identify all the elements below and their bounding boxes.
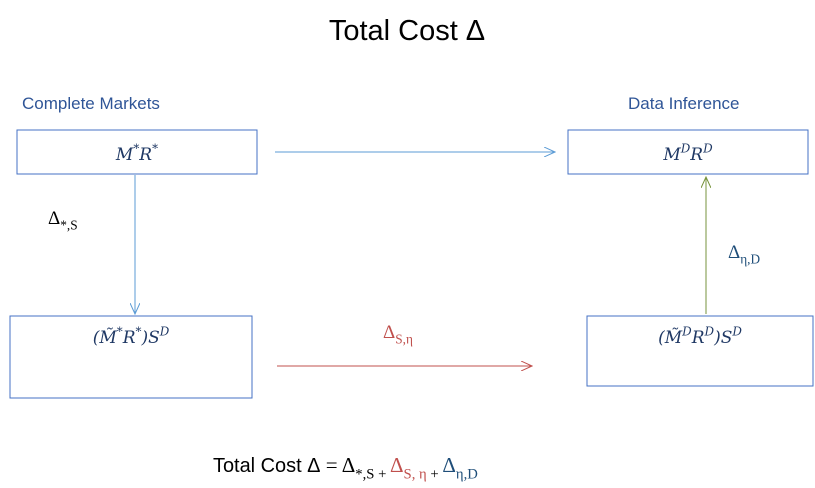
text-part: D [680, 141, 691, 155]
text-part: M [115, 145, 134, 165]
text-part: Δ [442, 453, 456, 477]
text-part: Δ [390, 453, 404, 477]
node-label: M*R* [115, 141, 158, 165]
node-box [16, 129, 258, 175]
text-part: R [691, 328, 705, 348]
text-part: * [136, 324, 142, 338]
edge-label: Δ*,S [48, 208, 78, 233]
node-box [586, 315, 814, 387]
text-part: S,η [395, 332, 413, 347]
text-part: Δ [728, 242, 740, 263]
text-part: R [689, 145, 703, 165]
text-part: Δ [48, 208, 60, 229]
text-part: R [138, 145, 152, 165]
text-part: D [681, 324, 692, 338]
text-part: ( [658, 328, 665, 348]
text-part: + [427, 466, 443, 482]
group-label: Complete Markets [22, 94, 160, 113]
text-part: = Δ [321, 453, 356, 477]
text-part: η,D [740, 252, 760, 267]
text-part: D [704, 324, 715, 338]
text-part: * [152, 141, 158, 155]
group-label: Data Inference [628, 94, 740, 113]
text-part: η,D [456, 466, 478, 482]
text-part: * [133, 141, 139, 155]
edge-label: ΔS,η [383, 322, 413, 347]
text-part: M̃ [664, 328, 683, 348]
text-part: M [662, 145, 681, 165]
text-part: Δ [383, 322, 395, 343]
text-part: S, η [404, 466, 427, 482]
text-part: D [159, 324, 170, 338]
text-part: ( [93, 328, 100, 348]
text-part: )S [713, 328, 732, 348]
text-part: R [122, 328, 136, 348]
text-part: D [702, 141, 713, 155]
edge-label: Δη,D [728, 242, 760, 267]
node-label: MDRD [662, 141, 713, 165]
node-box [567, 129, 809, 175]
title: Total Cost Δ [329, 15, 485, 47]
text-part: *,S + [355, 466, 390, 482]
text-part: * [117, 324, 123, 338]
text-part: D [731, 324, 742, 338]
text-part: )S [140, 328, 159, 348]
node-box [9, 315, 253, 399]
text-part: Total Cost Δ [213, 455, 321, 477]
text-part: *,S [60, 218, 77, 233]
formula: Total Cost Δ = Δ*,S + ΔS, η + Δη,D [213, 453, 478, 482]
node-label: (M̃DRD)SD [658, 324, 742, 348]
node-label: (M̃*R*)SD [93, 324, 170, 348]
text-part: M̃ [98, 328, 117, 348]
